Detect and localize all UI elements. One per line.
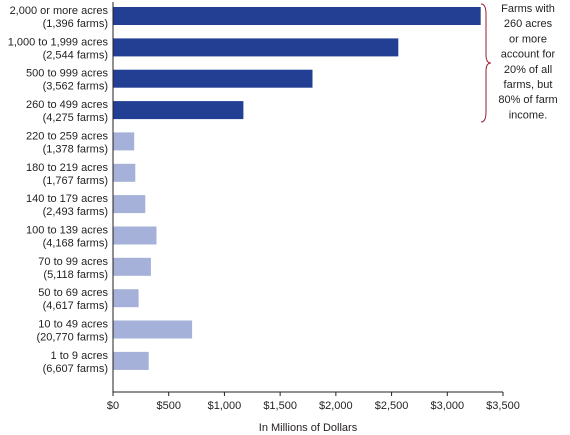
x-tick-label: $3,500 bbox=[486, 400, 520, 412]
category-label: 220 to 259 acres bbox=[26, 130, 108, 142]
bar bbox=[113, 69, 313, 88]
bar bbox=[113, 257, 151, 276]
category-farm-count: (2,544 farms) bbox=[43, 49, 108, 61]
category-label: 180 to 219 acres bbox=[26, 162, 108, 174]
category-label: 1 to 9 acres bbox=[51, 350, 109, 362]
x-tick-label: $1,000 bbox=[208, 400, 242, 412]
x-tick-label: $1,500 bbox=[263, 400, 297, 412]
category-label: 1,000 to 1,999 acres bbox=[8, 36, 109, 48]
category-farm-count: (1,378 farms) bbox=[43, 143, 108, 155]
bar bbox=[113, 320, 193, 339]
annotation-text-line: or more bbox=[509, 33, 547, 45]
bar bbox=[113, 101, 244, 120]
category-label: 50 to 69 acres bbox=[38, 287, 108, 299]
bar bbox=[113, 163, 136, 182]
category-farm-count: (4,168 farms) bbox=[43, 238, 108, 250]
bar bbox=[113, 289, 139, 308]
annotation-text-line: income. bbox=[509, 109, 548, 121]
category-farm-count: (1,767 farms) bbox=[43, 175, 108, 187]
category-farm-count: (5,118 farms) bbox=[43, 269, 108, 281]
bar bbox=[113, 195, 146, 214]
bar bbox=[113, 7, 481, 25]
annotation-text-line: Farms with bbox=[501, 3, 555, 15]
category-label: 100 to 139 acres bbox=[26, 225, 108, 237]
category-farm-count: (6,607 farms) bbox=[43, 363, 108, 375]
annotation-text-line: 80% of farm bbox=[498, 94, 557, 106]
annotation-text-line: 260 acres bbox=[504, 18, 553, 30]
category-label: 10 to 49 acres bbox=[38, 319, 108, 331]
category-label: 70 to 99 acres bbox=[38, 256, 108, 268]
x-tick-label: $2,500 bbox=[375, 400, 409, 412]
x-tick-label: $3,000 bbox=[430, 400, 464, 412]
category-label: 140 to 179 acres bbox=[26, 193, 108, 205]
x-axis-title: In Millions of Dollars bbox=[259, 422, 358, 434]
category-farm-count: (3,562 farms) bbox=[43, 81, 108, 93]
category-farm-count: (4,275 farms) bbox=[43, 112, 108, 124]
annotation-bracket bbox=[480, 3, 492, 123]
category-label: 260 to 499 acres bbox=[26, 99, 108, 111]
bar bbox=[113, 38, 399, 57]
category-farm-count: (1,396 farms) bbox=[43, 18, 108, 30]
category-label: 2,000 or more acres bbox=[10, 5, 109, 17]
category-farm-count: (4,617 farms) bbox=[43, 300, 108, 312]
bar bbox=[113, 132, 135, 151]
category-farm-count: (2,493 farms) bbox=[43, 206, 108, 218]
x-tick-label: $2,000 bbox=[319, 400, 353, 412]
bar bbox=[113, 351, 149, 370]
category-label: 500 to 999 acres bbox=[26, 68, 108, 80]
annotation-text-line: 20% of all bbox=[504, 64, 552, 76]
annotation-text-line: account for bbox=[501, 49, 556, 61]
x-tick-label: $0 bbox=[107, 400, 119, 412]
x-tick-label: $500 bbox=[156, 400, 180, 412]
annotation-text-line: farms, but bbox=[504, 79, 553, 91]
bar bbox=[113, 226, 157, 245]
category-farm-count: (20,770 farms) bbox=[36, 332, 108, 344]
